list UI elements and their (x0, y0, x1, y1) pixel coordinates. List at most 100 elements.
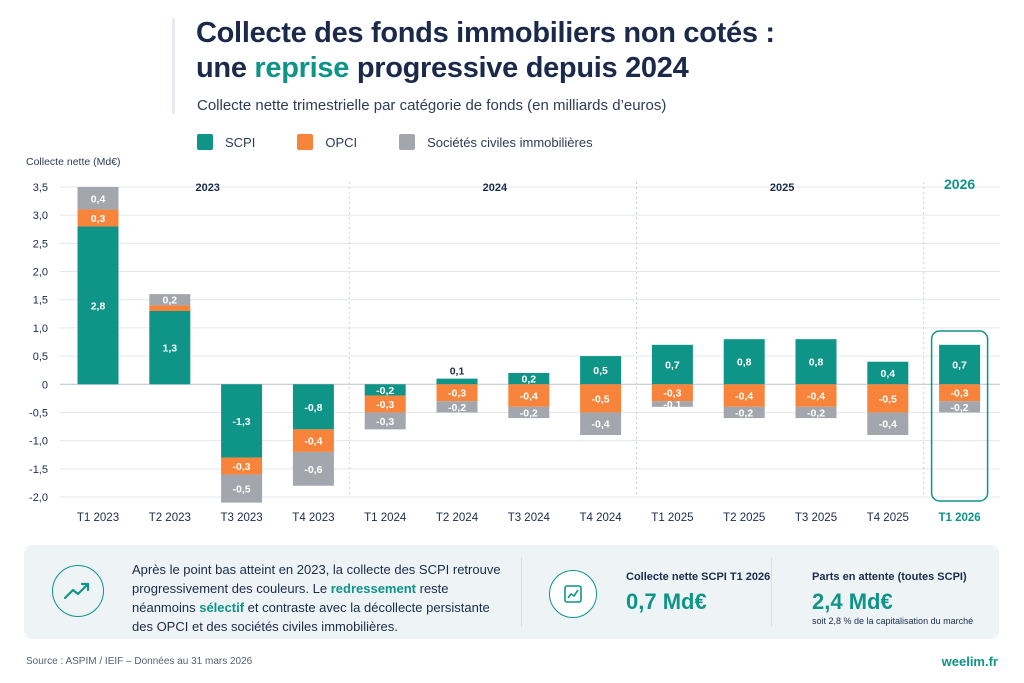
kpi-pending-value: 2,4 Md€ (812, 589, 893, 614)
scpi-bar (149, 311, 191, 385)
sci-value-label: -0,1 (663, 399, 681, 411)
x-tick-label: T3 2023 (220, 512, 262, 524)
legend-item-scpi: SCPI (197, 134, 255, 150)
sci-value-label: -0,2 (807, 407, 825, 419)
scpi-value-label: -1,3 (233, 416, 251, 428)
opci-bar (795, 384, 837, 407)
y-tick-label: 1,0 (33, 323, 48, 335)
legend-item-opci: OPCI (297, 134, 357, 150)
sci-value-label: -0,2 (520, 407, 538, 419)
insight-text-part-1: Après le point bas atteint en 2023, la c… (132, 562, 501, 596)
scpi-bar (292, 384, 334, 430)
sci-bar (77, 187, 119, 210)
legend-swatch-scpi (197, 134, 213, 150)
year-label: 2025 (770, 182, 794, 194)
y-tick-label: -1,0 (29, 436, 48, 448)
panel-divider (521, 557, 522, 627)
scpi-value-label: 0,1 (450, 366, 465, 378)
stacked-bar-chart: Collecte nette (Md€) 3,5 3,0 2,5 2,0 1,5 1,0 0,… (26, 156, 1000, 524)
scpi-bar (723, 339, 765, 385)
x-tick-label: T2 2023 (149, 512, 191, 524)
sci-value-label: -0,4 (592, 419, 610, 431)
insight-highlight-redressement: redressement (330, 581, 416, 596)
sci-bar (436, 401, 478, 413)
sci-bar (723, 406, 765, 419)
opci-value-label: -0,5 (879, 393, 897, 405)
scpi-value-label: 0,2 (521, 374, 536, 386)
y-tick-label: 3,5 (33, 182, 48, 194)
opci-value-label: -0,4 (304, 436, 322, 448)
sci-bar (221, 474, 263, 503)
y-axis-title: Collecte nette (Md€) (26, 156, 121, 168)
sci-bar (580, 412, 622, 435)
insight-panel (24, 545, 999, 639)
scpi-bar (939, 344, 981, 385)
opci-value-label: -0,4 (735, 391, 753, 403)
sci-bar (867, 412, 909, 435)
sci-value-label: -0,2 (735, 407, 753, 419)
sci-bar (364, 412, 406, 430)
opci-bar (77, 209, 119, 227)
title-accent-word: reprise (254, 52, 350, 84)
x-tick-label: T4 2023 (292, 512, 334, 524)
scpi-value-label: 1,3 (162, 343, 177, 355)
legend-item-sci: Sociétés civiles immobilières (399, 134, 593, 150)
brand-logo[interactable]: weelim.fr (941, 654, 998, 669)
scpi-bar (795, 339, 837, 385)
scpi-value-label: 0,8 (809, 357, 824, 369)
x-tick-label: T4 2024 (579, 512, 622, 524)
opci-bar (436, 384, 478, 402)
year-label: 2023 (195, 182, 219, 194)
sci-bar (651, 401, 693, 407)
sci-bar (292, 451, 334, 486)
sci-value-label: 0,4 (91, 193, 106, 205)
x-tick-label: T1 2026 (938, 512, 980, 524)
sci-value-label: -0,2 (951, 402, 969, 414)
scpi-bar (867, 361, 909, 385)
opci-bar (939, 384, 981, 402)
opci-value-label: -0,3 (233, 461, 251, 473)
scpi-value-label: -0,8 (304, 402, 322, 414)
scpi-bar (364, 384, 406, 396)
opci-value-label: -0,4 (807, 391, 825, 403)
insight-text: Après le point bas atteint en 2023, la c… (132, 560, 504, 636)
y-tick-label: 0 (42, 379, 48, 391)
legend-label-scpi: SCPI (225, 134, 256, 150)
panel-divider-2 (771, 557, 772, 627)
opci-value-label: -0,3 (448, 388, 466, 400)
title-line-2-pre: une (196, 52, 255, 84)
sci-value-label: -0,4 (879, 419, 897, 431)
opci-bar (508, 384, 550, 407)
opci-bar (651, 384, 693, 402)
highlight-box (930, 330, 989, 502)
scpi-value-label: 0,5 (593, 365, 608, 377)
year-label: 2024 (483, 182, 508, 194)
y-tick-label: -2,0 (29, 492, 48, 504)
opci-value-label: -0,3 (951, 388, 969, 400)
year-label: 2026 (944, 176, 975, 192)
y-tick-label: 3,0 (33, 210, 48, 222)
scpi-value-label: 0,8 (737, 357, 752, 369)
kpi-scpi-value: 0,7 Md€ (626, 589, 707, 614)
kpi-pending-note: soit 2,8 % de la capitalisation du march… (812, 616, 974, 626)
x-tick-label: T1 2023 (77, 512, 119, 524)
x-tick-label: T3 2024 (508, 512, 551, 524)
scpi-bar (651, 344, 693, 385)
sci-value-label: -0,6 (304, 464, 322, 476)
y-tick-label: -1,5 (29, 464, 48, 476)
opci-bar (364, 395, 406, 413)
title-line-2-post: progressive depuis 2024 (349, 52, 689, 84)
opci-value-label: 0,3 (91, 213, 106, 225)
scpi-bar (436, 378, 478, 385)
trend-up-icon (52, 565, 104, 617)
x-tick-label: T2 2024 (436, 512, 479, 524)
insight-text-part-2: reste néanmoins (132, 581, 449, 615)
scpi-value-label: 0,7 (952, 360, 967, 372)
opci-value-label: -0,3 (663, 388, 681, 400)
legend-label-opci: OPCI (325, 134, 358, 150)
x-tick-label: T3 2025 (795, 512, 837, 524)
sci-value-label: -0,2 (448, 402, 466, 414)
opci-bar (221, 457, 263, 475)
opci-bar (867, 384, 909, 413)
x-tick-label: T1 2025 (651, 512, 693, 524)
